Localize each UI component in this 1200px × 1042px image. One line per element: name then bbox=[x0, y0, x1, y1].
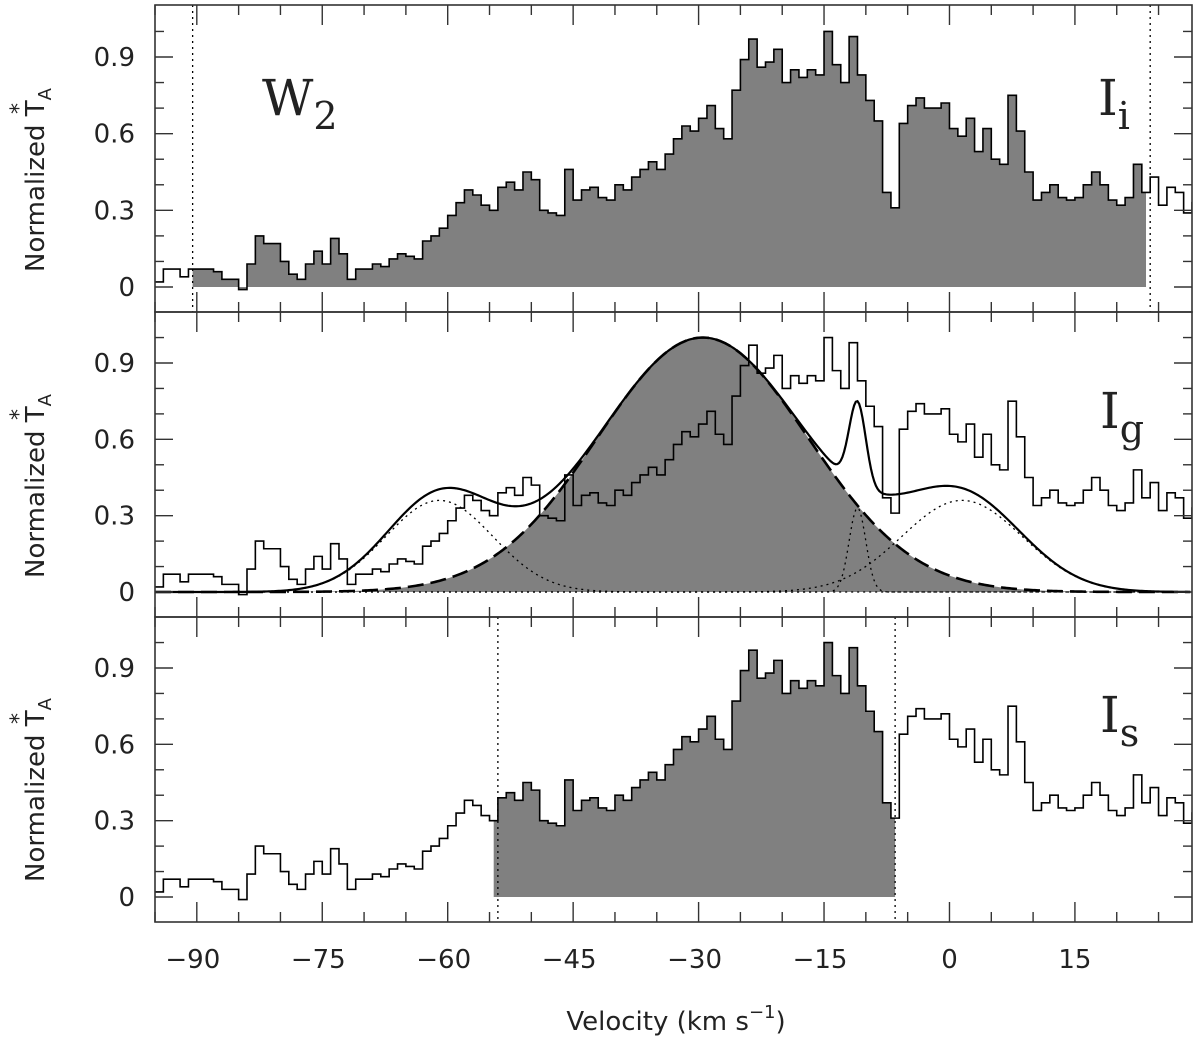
panels-group: 0 0.3 0.6 0.9 0 0.3 0.6 0.9 0 0.3 0.6 0.9 bbox=[94, 4, 1193, 923]
y-axis-label-star: * bbox=[7, 409, 32, 420]
y-axis-label-star: * bbox=[7, 713, 32, 724]
is-annotation-main: I bbox=[1100, 686, 1120, 744]
x-axis-label-main: Velocity (km s bbox=[566, 1007, 749, 1037]
y-tick-label: 0.3 bbox=[94, 807, 135, 837]
gaussian-fill bbox=[155, 337, 1192, 592]
ii-annotation: Ii bbox=[1098, 69, 1130, 138]
gaussian-component-4 bbox=[155, 499, 1191, 593]
total-fit-line bbox=[155, 336, 1191, 594]
panel-bottom: 0 0.3 0.6 0.9 bbox=[94, 616, 1193, 923]
x-tick-label: 15 bbox=[1058, 945, 1091, 975]
spectrum-histogram bbox=[155, 30, 1192, 291]
y-tick-label: 0.6 bbox=[94, 425, 135, 455]
x-tick-label: −30 bbox=[667, 945, 722, 975]
y-axis-label-subscript: A bbox=[35, 393, 56, 406]
ii-annotation-subscript: i bbox=[1118, 94, 1130, 138]
x-tick-label: −60 bbox=[416, 945, 471, 975]
panel-plot-area bbox=[155, 5, 1192, 312]
w2-annotation-main: W bbox=[262, 69, 314, 127]
y-axis-label-subscript: A bbox=[35, 697, 56, 710]
is-annotation: Is bbox=[1100, 686, 1139, 755]
ig-annotation-subscript: g bbox=[1120, 407, 1144, 451]
y-axis-label-star: * bbox=[7, 103, 32, 114]
y-axis-label-middle: Normalized TA * bbox=[7, 393, 56, 578]
y-tick-label: 0 bbox=[118, 578, 135, 608]
ig-annotation: Ig bbox=[1100, 382, 1144, 451]
y-tick-label: 0 bbox=[118, 273, 135, 303]
w2-annotation-subscript: 2 bbox=[313, 94, 337, 138]
y-tick-label: 0.3 bbox=[94, 502, 135, 532]
x-tick-label: −45 bbox=[542, 945, 597, 975]
panel-top: 0 0.3 0.6 0.9 bbox=[94, 4, 1193, 313]
y-tick-label: 0.3 bbox=[94, 196, 135, 226]
y-tick-label: 0.6 bbox=[94, 730, 135, 760]
ig-annotation-main: I bbox=[1100, 382, 1120, 440]
x-tick-labels: −90 −75 −60 −45 −30 −15 0 15 bbox=[165, 945, 1091, 975]
y-tick-label: 0.9 bbox=[94, 349, 135, 379]
shaded-region bbox=[493, 642, 896, 897]
panel-plot-area bbox=[155, 617, 1192, 922]
spectrum-histogram bbox=[155, 336, 1192, 596]
x-tick-label: −75 bbox=[291, 945, 346, 975]
y-axis-label-main: Normalized T bbox=[21, 710, 51, 882]
panel-plot-area bbox=[155, 336, 1192, 596]
y-axis-label: Normalized TA bbox=[21, 697, 56, 882]
y-axis-label-subscript: A bbox=[35, 87, 56, 100]
shaded-region bbox=[192, 31, 1147, 290]
x-axis-label: Velocity (km s−1) bbox=[566, 1002, 785, 1037]
y-axis-label-main: Normalized T bbox=[21, 406, 51, 578]
ii-annotation-main: I bbox=[1098, 69, 1118, 127]
x-tick-label: −15 bbox=[793, 945, 848, 975]
x-tick-label: 0 bbox=[941, 945, 958, 975]
y-tick-label: 0.9 bbox=[94, 43, 135, 73]
y-tick-label: 0.6 bbox=[94, 120, 135, 150]
spectrum-histogram bbox=[155, 641, 1192, 901]
x-tick-label: −90 bbox=[165, 945, 220, 975]
x-axis-label-superscript: −1 bbox=[749, 1002, 776, 1023]
y-axis-label: Normalized TA bbox=[21, 393, 56, 578]
is-annotation-subscript: s bbox=[1120, 711, 1140, 755]
panel-middle: 0 0.3 0.6 0.9 bbox=[94, 311, 1193, 618]
y-tick-label: 0 bbox=[118, 883, 135, 913]
y-tick-label: 0.9 bbox=[94, 654, 135, 684]
y-axis-label-top: Normalized TA * bbox=[7, 87, 56, 272]
y-axis-label-main: Normalized T bbox=[21, 100, 51, 272]
y-axis-label: Normalized TA bbox=[21, 87, 56, 272]
w2-annotation: W2 bbox=[262, 69, 338, 138]
x-axis-label-close: ) bbox=[776, 1007, 786, 1037]
y-axis-label-bottom: Normalized TA * bbox=[7, 697, 56, 882]
